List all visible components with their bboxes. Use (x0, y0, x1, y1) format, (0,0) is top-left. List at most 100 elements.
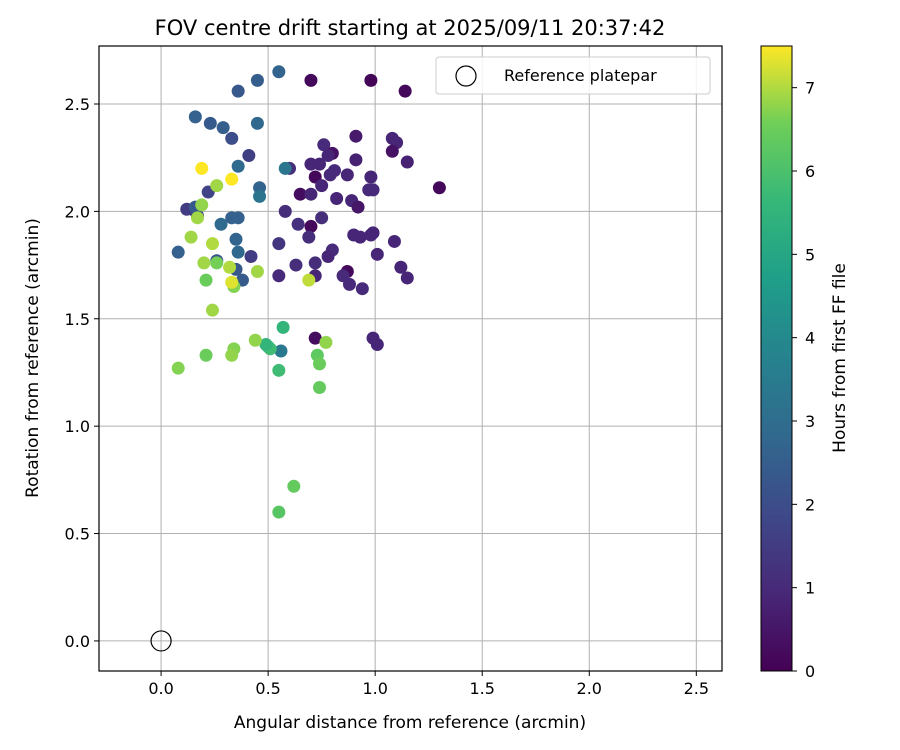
data-point (302, 273, 316, 287)
data-points (150, 65, 446, 652)
data-point (272, 237, 286, 251)
data-point (302, 230, 316, 244)
data-point (210, 179, 224, 193)
data-point (272, 65, 286, 79)
data-point (387, 234, 401, 248)
data-point (184, 230, 198, 244)
y-tick-label: 2.0 (65, 202, 90, 221)
plot-frame (98, 45, 723, 672)
data-point (342, 277, 356, 291)
data-point (317, 138, 331, 152)
data-point (370, 338, 384, 352)
data-point (304, 187, 318, 201)
x-tick-label: 0.5 (255, 679, 280, 698)
data-point (250, 73, 264, 87)
data-point (205, 303, 219, 317)
data-point (242, 149, 256, 163)
data-point (289, 258, 303, 272)
data-point (370, 247, 384, 261)
colorbar-tick-label: 0 (805, 662, 815, 681)
data-point (321, 249, 335, 263)
data-point (308, 256, 322, 270)
data-point (210, 256, 224, 270)
data-point (231, 84, 245, 98)
x-axis-label: Angular distance from reference (arcmin) (234, 713, 586, 733)
data-point (225, 348, 239, 362)
data-point (248, 333, 262, 347)
data-point (304, 219, 318, 233)
data-point (349, 129, 363, 143)
data-point (199, 273, 213, 287)
data-point (366, 183, 380, 197)
data-point (272, 269, 286, 283)
data-point (253, 189, 267, 203)
y-tick-label: 0.0 (65, 632, 90, 651)
colorbar-tick-label: 5 (805, 245, 815, 264)
chart-title: FOV centre drift starting at 2025/09/11 … (155, 16, 666, 40)
data-point (276, 320, 290, 334)
data-point (321, 149, 335, 163)
data-point (293, 187, 307, 201)
data-point (291, 217, 305, 231)
legend-box (435, 56, 711, 95)
data-point (274, 344, 288, 358)
data-point (400, 271, 414, 285)
data-point (278, 161, 292, 175)
y-tick-label: 1.0 (65, 417, 90, 436)
colorbar-gradient (760, 45, 793, 672)
x-tick-label: 0.0 (148, 679, 173, 698)
colorbar-label: Hours from first FF file (830, 263, 850, 453)
y-tick-label: 2.5 (65, 95, 90, 114)
legend-marker-open-circle (455, 65, 477, 87)
data-point (225, 172, 239, 186)
data-point (195, 198, 209, 212)
data-point (203, 116, 217, 130)
data-point (313, 380, 327, 394)
x-tick-label: 1.5 (469, 679, 494, 698)
data-point (216, 121, 230, 135)
legend-label: Reference platepar (504, 66, 657, 85)
colorbar-tick-label: 6 (805, 162, 815, 181)
data-point (250, 116, 264, 130)
data-point (195, 161, 209, 175)
data-point (351, 200, 365, 214)
data-point (229, 232, 243, 246)
data-point (398, 84, 412, 98)
data-point (313, 357, 327, 371)
data-point (205, 237, 219, 251)
data-point (199, 348, 213, 362)
data-point (225, 131, 239, 145)
colorbar-ticks: 0 1 2 3 4 5 6 7 (792, 79, 815, 681)
data-point (244, 249, 258, 263)
data-point (287, 479, 301, 493)
data-point (231, 211, 245, 225)
data-point (231, 159, 245, 173)
data-point (214, 217, 228, 231)
data-point (340, 168, 354, 182)
data-point (250, 265, 264, 279)
y-axis-ticks: 0.0 0.5 1.0 1.5 2.0 2.5 (65, 95, 99, 651)
colorbar-tick-label: 7 (805, 79, 815, 98)
data-point (188, 110, 202, 124)
x-tick-label: 2.5 (684, 679, 709, 698)
y-axis-label: Rotation from reference (arcmin) (23, 218, 43, 498)
data-point (323, 168, 337, 182)
grid-lines (99, 46, 722, 671)
data-point (171, 361, 185, 375)
colorbar-tick-label: 4 (805, 329, 815, 348)
y-tick-label: 1.5 (65, 310, 90, 329)
data-point (364, 170, 378, 184)
data-point (304, 73, 318, 87)
data-point (394, 260, 408, 274)
data-point (231, 245, 245, 259)
data-point (366, 226, 380, 240)
data-point (308, 331, 322, 345)
data-point (400, 155, 414, 169)
data-point (385, 144, 399, 158)
data-point (272, 363, 286, 377)
data-point (272, 505, 286, 519)
data-point (319, 335, 333, 349)
legend: Reference platepar (435, 56, 711, 95)
colorbar-tick-label: 3 (805, 412, 815, 431)
